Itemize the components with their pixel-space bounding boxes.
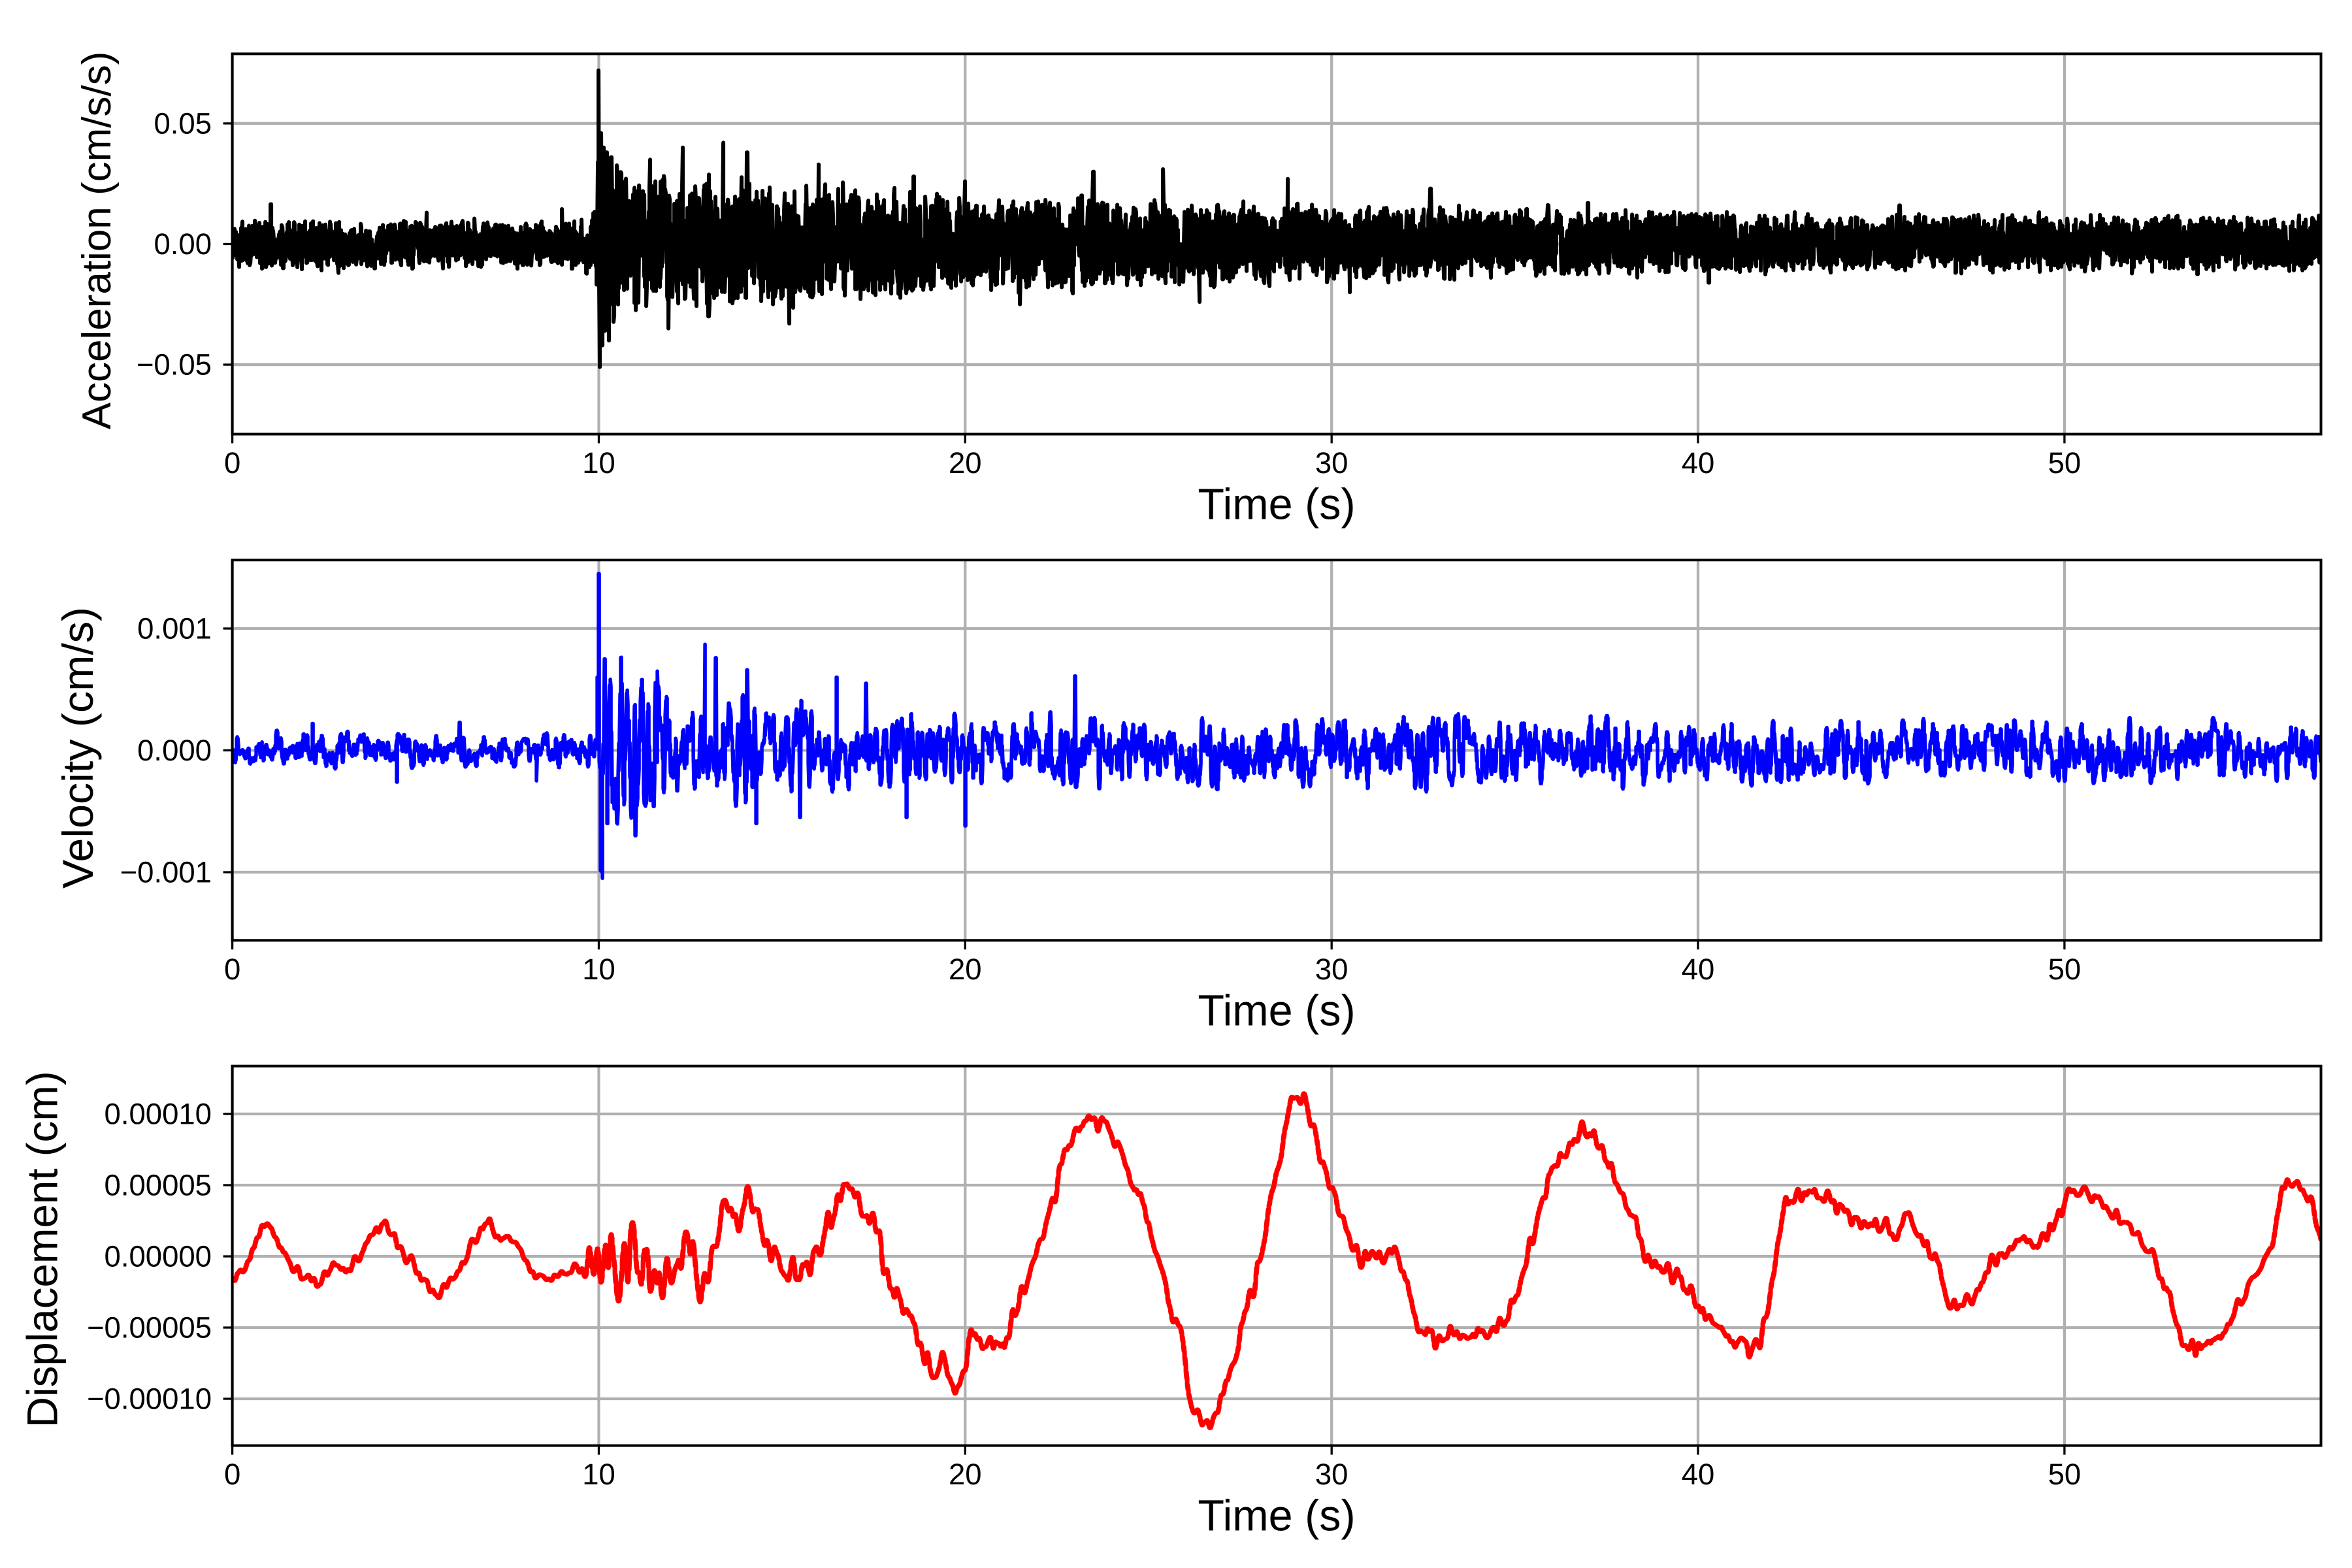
- svg-text:30: 30: [1315, 1458, 1348, 1491]
- svg-text:30: 30: [1315, 446, 1348, 480]
- svg-text:20: 20: [949, 446, 982, 480]
- svg-text:Velocity (cm/s): Velocity (cm/s): [54, 607, 103, 889]
- svg-text:40: 40: [1682, 1458, 1715, 1491]
- svg-text:20: 20: [949, 953, 982, 986]
- svg-text:0.00000: 0.00000: [105, 1240, 212, 1273]
- svg-text:10: 10: [582, 953, 615, 986]
- svg-text:20: 20: [949, 1458, 982, 1491]
- svg-text:0.001: 0.001: [137, 612, 212, 645]
- svg-text:0.05: 0.05: [154, 106, 212, 140]
- svg-text:40: 40: [1682, 446, 1715, 480]
- svg-text:Acceleration (cm/s/s): Acceleration (cm/s/s): [74, 52, 120, 430]
- svg-text:30: 30: [1315, 953, 1348, 986]
- svg-text:50: 50: [2048, 953, 2082, 986]
- svg-text:−0.001: −0.001: [120, 856, 212, 889]
- svg-text:50: 50: [2048, 1458, 2082, 1491]
- svg-text:10: 10: [582, 1458, 615, 1491]
- svg-text:−0.00010: −0.00010: [87, 1382, 212, 1416]
- svg-text:Displacement (cm): Displacement (cm): [19, 1071, 67, 1428]
- svg-text:−0.00005: −0.00005: [87, 1311, 212, 1345]
- svg-text:0: 0: [224, 953, 240, 986]
- svg-text:Time (s): Time (s): [1198, 481, 1355, 529]
- svg-text:0.00: 0.00: [154, 227, 212, 261]
- svg-text:0.00010: 0.00010: [105, 1098, 212, 1131]
- svg-text:0: 0: [224, 1458, 240, 1491]
- svg-text:−0.05: −0.05: [137, 348, 212, 382]
- svg-text:40: 40: [1682, 953, 1715, 986]
- svg-text:Time (s): Time (s): [1198, 1492, 1355, 1541]
- svg-text:0: 0: [224, 446, 240, 480]
- svg-text:Time (s): Time (s): [1198, 987, 1355, 1035]
- svg-text:50: 50: [2048, 446, 2082, 480]
- svg-text:10: 10: [582, 446, 615, 480]
- svg-text:0.000: 0.000: [137, 734, 212, 767]
- svg-text:0.00005: 0.00005: [105, 1169, 212, 1202]
